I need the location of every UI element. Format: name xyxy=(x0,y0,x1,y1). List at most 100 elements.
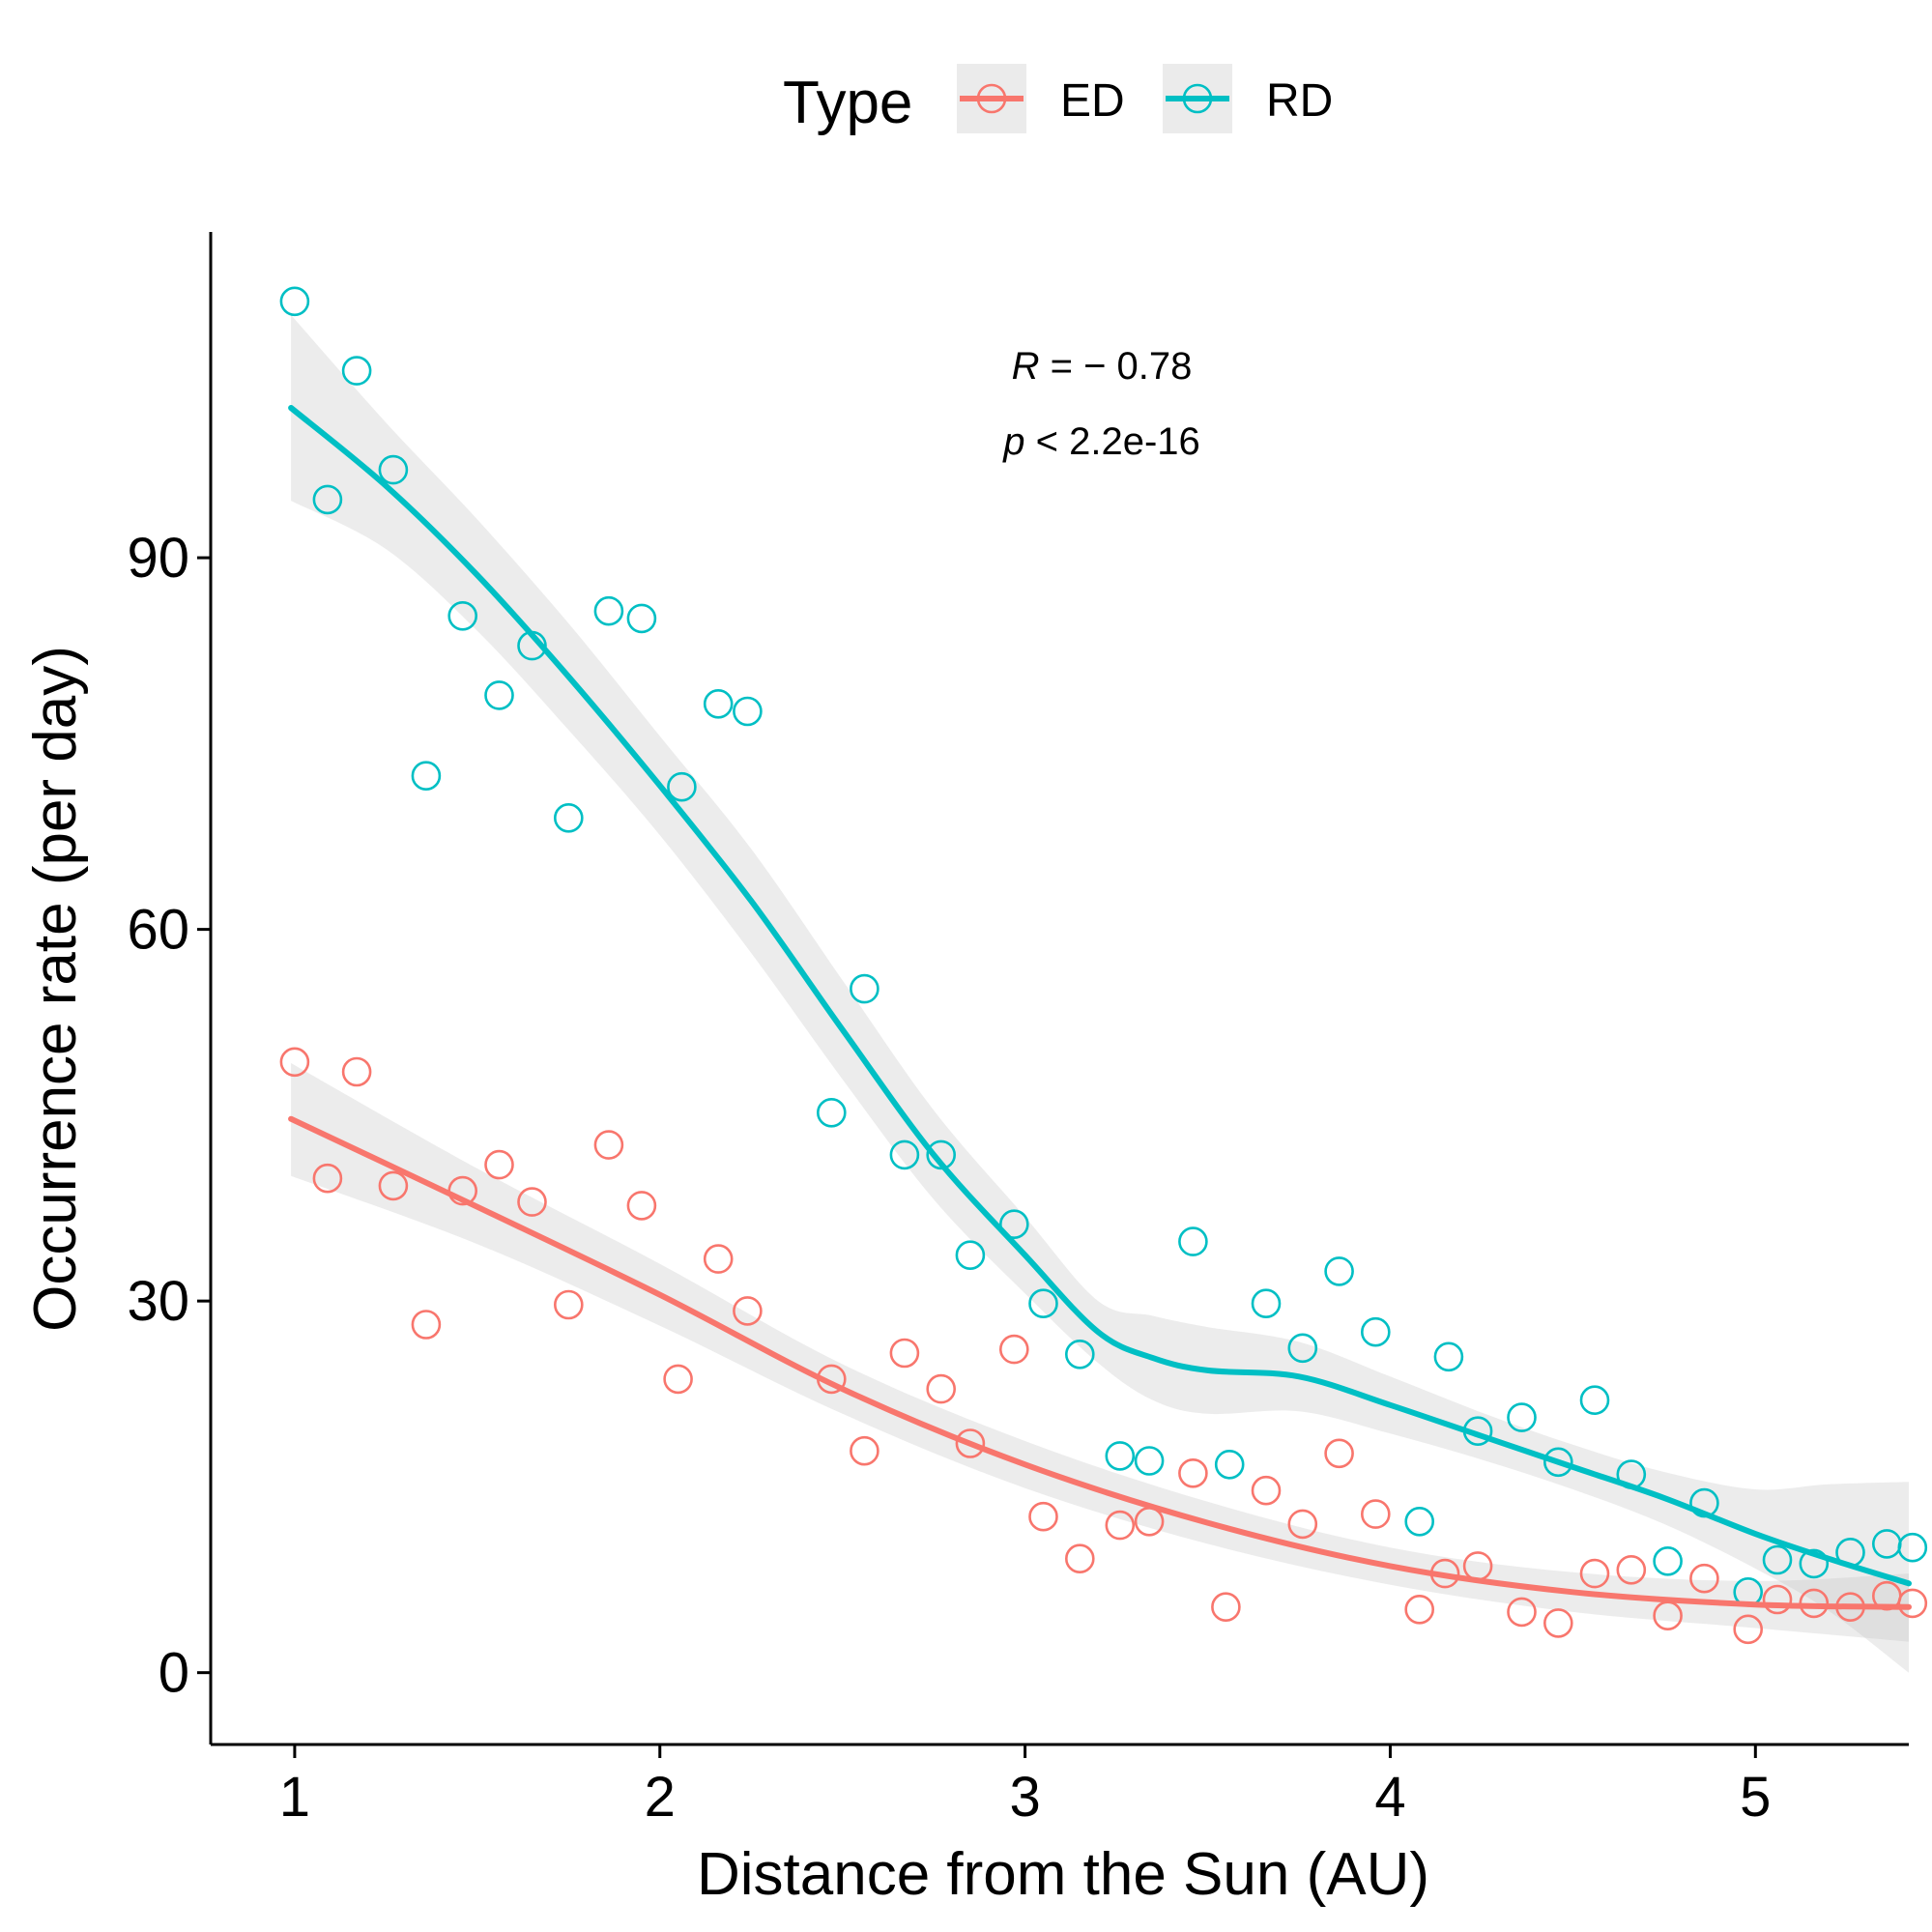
r-symbol: R xyxy=(1012,345,1040,388)
y-tick-label-30: 30 xyxy=(127,1270,189,1333)
fit-line-rd xyxy=(288,405,1912,1587)
point-ed-8 xyxy=(553,1289,584,1320)
point-rd-14 xyxy=(816,1098,847,1128)
point-rd-16 xyxy=(889,1139,920,1170)
point-rd-9 xyxy=(593,595,624,626)
point-ed-38 xyxy=(1689,1563,1719,1594)
x-tick-label-4: 4 xyxy=(1374,1766,1405,1829)
point-ed-3 xyxy=(378,1170,409,1201)
point-rd-31 xyxy=(1433,1341,1464,1372)
point-rd-40 xyxy=(1762,1544,1793,1575)
point-rd-18 xyxy=(955,1240,986,1270)
point-ed-11 xyxy=(663,1364,693,1395)
point-ed-25 xyxy=(1211,1592,1241,1622)
point-rd-24 xyxy=(1178,1226,1208,1256)
data-points xyxy=(279,286,1928,1645)
x-axis-title: Distance from the Sun (AU) xyxy=(697,1841,1429,1908)
legend-key-marker-ed xyxy=(976,83,1007,114)
point-rd-35 xyxy=(1579,1385,1610,1415)
point-ed-44 xyxy=(1897,1588,1928,1619)
point-ed-4 xyxy=(411,1310,442,1340)
point-ed-2 xyxy=(341,1056,372,1087)
point-rd-41 xyxy=(1799,1548,1830,1579)
point-ed-0 xyxy=(279,1047,310,1078)
point-ed-24 xyxy=(1178,1458,1208,1488)
point-ed-39 xyxy=(1733,1614,1763,1645)
y-axis-title: Occurrence rate (per day) xyxy=(22,646,89,1332)
confidence-band-ed xyxy=(291,1063,1910,1642)
y-tick-label-0: 0 xyxy=(159,1642,189,1705)
point-ed-29 xyxy=(1361,1499,1391,1529)
point-rd-44 xyxy=(1897,1532,1928,1563)
p-value: < 2.2e-16 xyxy=(1025,420,1200,463)
point-rd-28 xyxy=(1324,1256,1354,1286)
point-rd-23 xyxy=(1134,1446,1165,1476)
y-tick-label-60: 60 xyxy=(127,899,189,962)
point-rd-33 xyxy=(1507,1402,1537,1432)
point-rd-21 xyxy=(1065,1340,1095,1370)
x-tick-label-1: 1 xyxy=(279,1766,310,1829)
point-rd-15 xyxy=(850,973,879,1004)
point-rd-13 xyxy=(733,696,763,727)
point-rd-12 xyxy=(703,688,734,719)
y-axis-ticks: 0 30 60 90 xyxy=(127,527,211,1705)
point-rd-1 xyxy=(312,484,343,515)
point-rd-29 xyxy=(1361,1316,1391,1347)
point-ed-26 xyxy=(1251,1475,1282,1506)
point-rd-20 xyxy=(1028,1288,1058,1318)
point-ed-16 xyxy=(889,1338,920,1369)
point-ed-40 xyxy=(1762,1584,1793,1615)
point-rd-3 xyxy=(378,454,409,485)
point-rd-10 xyxy=(626,603,657,634)
legend-title: Type xyxy=(783,70,912,136)
legend-label-ed: ED xyxy=(1060,75,1125,127)
r-value: = − 0.78 xyxy=(1039,345,1192,388)
legend-entry-ed: ED xyxy=(957,64,1125,133)
p-value-annotation: p < 2.2e-16 xyxy=(1002,420,1200,463)
confidence-bands xyxy=(291,314,1910,1673)
point-ed-20 xyxy=(1028,1501,1058,1532)
legend: Type ED RD xyxy=(783,64,1333,136)
point-rd-2 xyxy=(341,356,372,386)
point-ed-27 xyxy=(1287,1509,1318,1540)
point-rd-34 xyxy=(1543,1447,1573,1478)
point-ed-22 xyxy=(1105,1510,1136,1541)
confidence-band-rd xyxy=(291,314,1910,1673)
point-ed-13 xyxy=(733,1296,763,1326)
point-rd-37 xyxy=(1653,1546,1683,1576)
point-rd-11 xyxy=(667,771,697,802)
point-rd-22 xyxy=(1105,1441,1136,1471)
point-ed-19 xyxy=(999,1334,1029,1365)
point-rd-6 xyxy=(484,680,514,710)
point-rd-27 xyxy=(1287,1333,1318,1364)
p-symbol: p xyxy=(1002,420,1024,463)
point-ed-12 xyxy=(703,1244,734,1274)
point-ed-30 xyxy=(1404,1595,1434,1625)
x-tick-label-5: 5 xyxy=(1740,1766,1771,1829)
y-tick-label-90: 90 xyxy=(127,527,189,590)
point-ed-35 xyxy=(1579,1558,1610,1589)
point-ed-6 xyxy=(484,1149,514,1180)
point-ed-34 xyxy=(1543,1608,1573,1638)
point-rd-5 xyxy=(447,600,478,631)
point-ed-15 xyxy=(850,1435,879,1466)
point-ed-1 xyxy=(312,1163,343,1194)
point-ed-33 xyxy=(1507,1597,1537,1628)
point-ed-7 xyxy=(517,1187,547,1217)
fit-lines xyxy=(288,405,1912,1610)
point-rd-0 xyxy=(279,286,310,317)
point-rd-4 xyxy=(411,761,442,792)
fit-line-ed xyxy=(288,1115,1912,1610)
point-rd-25 xyxy=(1214,1450,1245,1480)
point-ed-28 xyxy=(1324,1438,1354,1469)
point-ed-21 xyxy=(1065,1543,1095,1573)
point-ed-9 xyxy=(593,1130,624,1160)
point-ed-10 xyxy=(626,1191,657,1221)
point-ed-18 xyxy=(955,1428,986,1458)
x-tick-label-2: 2 xyxy=(645,1766,676,1829)
point-ed-17 xyxy=(926,1373,957,1404)
legend-key-marker-rd xyxy=(1182,83,1213,114)
correlation-annotation: R = − 0.78 xyxy=(1012,345,1193,388)
legend-label-rd: RD xyxy=(1266,75,1333,127)
